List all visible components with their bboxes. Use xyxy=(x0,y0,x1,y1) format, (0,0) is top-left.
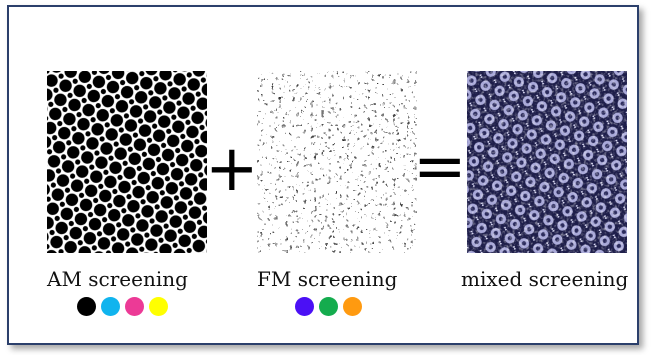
am-screening-caption: AM screening xyxy=(47,267,188,291)
mixed-screening-caption: mixed screening xyxy=(461,267,629,291)
mixed-screening-image xyxy=(467,71,627,253)
fm-screening-image xyxy=(257,71,417,253)
diagram-frame: + = xyxy=(7,5,639,345)
ink-dot xyxy=(343,297,362,316)
equals-sign: = xyxy=(413,130,467,204)
ink-dot xyxy=(149,297,168,316)
am-ink-dots xyxy=(77,297,168,316)
ink-dot xyxy=(295,297,314,316)
ink-dot xyxy=(125,297,144,316)
am-screening-image xyxy=(47,71,207,253)
ink-dot xyxy=(319,297,338,316)
fm-ink-dots xyxy=(295,297,362,316)
ink-dot xyxy=(77,297,96,316)
plus-sign: + xyxy=(205,132,259,206)
fm-screening-caption: FM screening xyxy=(257,267,398,291)
ink-dot xyxy=(101,297,120,316)
